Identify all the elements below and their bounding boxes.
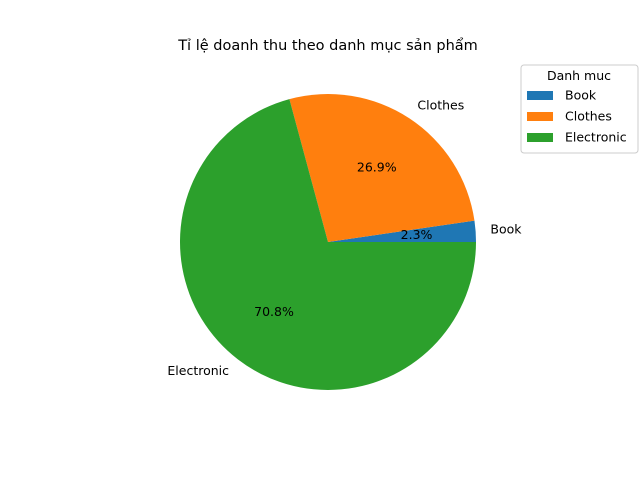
pie-slice-clothes [289,94,475,243]
pie-percent-labels: 2.3% 26.9% 70.8% [254,159,432,319]
legend-label-book: Book [565,88,597,103]
legend-swatch-electronic [527,133,553,142]
legend-box [520,64,639,154]
pie-slice-electronic [180,99,476,390]
legend-swatch-book [527,91,553,100]
chart-title: Tỉ lệ doanh thu theo danh mục sản phẩm [177,37,478,54]
legend-title: Danh muc [547,68,611,83]
category-label-clothes: Clothes [417,97,464,112]
legend-entries: Book Clothes Electronic [527,88,627,145]
category-label-electronic: Electronic [167,363,229,378]
pie-category-labels: Book Clothes Electronic [167,97,522,377]
legend-swatch-clothes [527,112,553,121]
percent-label-clothes: 26.9% [357,159,397,174]
legend-label-electronic: Electronic [565,130,627,145]
percent-label-electronic: 70.8% [254,304,294,319]
legend-label-clothes: Clothes [565,109,612,124]
legend: Danh muc Book Clothes Electronic [520,64,639,154]
category-label-book: Book [490,222,522,237]
percent-label-book: 2.3% [401,227,433,242]
pie-slices [180,94,476,390]
pie-slice-book [328,220,476,242]
